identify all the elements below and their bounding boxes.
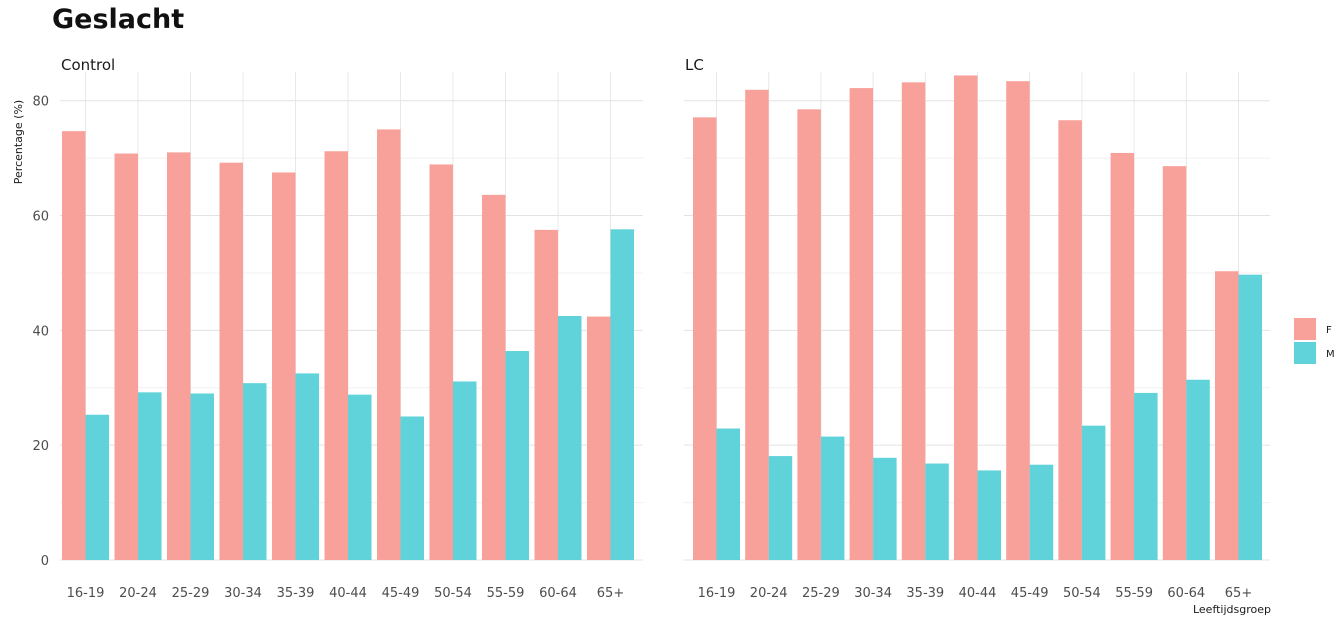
bar-lc-m-65+: [1238, 274, 1262, 560]
bar-lc-m-20-24: [768, 456, 793, 560]
panel-label-control: Control: [61, 56, 115, 74]
legend-label-f: F: [1326, 325, 1332, 336]
y-axis-label: Percentage (%): [12, 100, 25, 184]
x-tick-label: 60-64: [1167, 586, 1205, 601]
bar-control-m-16-19: [85, 414, 109, 560]
legend-label-m: M: [1326, 349, 1335, 360]
chart-title: Geslacht: [52, 4, 185, 35]
bar-lc-f-40-44: [954, 75, 978, 560]
x-tick-label: 50-54: [1063, 586, 1101, 601]
x-tick-label: 65+: [1225, 586, 1252, 601]
x-tick-label: 35-39: [906, 586, 944, 601]
bar-control-f-50-54: [429, 164, 453, 561]
x-tick-label: 16-19: [67, 586, 105, 601]
bar-lc-f-16-19: [693, 117, 717, 561]
x-tick-label: 20-24: [750, 586, 788, 601]
x-axis-label: Leeftijdsgroep: [1193, 603, 1271, 616]
panel-label-lc: LC: [685, 56, 704, 74]
x-tick-label: 45-49: [1011, 586, 1049, 601]
bar-control-f-30-34: [219, 162, 243, 561]
bar-lc-f-35-39: [901, 82, 926, 561]
y-tick-label: 80: [32, 95, 49, 110]
bar-lc-m-45-49: [1029, 464, 1054, 560]
bar-control-m-65+: [610, 229, 634, 561]
legend-key-m: [1294, 342, 1316, 364]
bar-lc-f-30-34: [849, 88, 874, 561]
x-tick-label: 55-59: [1115, 586, 1153, 601]
x-tick-label: 60-64: [539, 586, 577, 601]
x-tick-label: 45-49: [382, 586, 420, 601]
y-tick-label: 60: [32, 210, 49, 225]
x-tick-label: 35-39: [277, 586, 315, 601]
bar-control-m-50-54: [453, 381, 477, 560]
legend-key-f: [1294, 318, 1316, 340]
bar-lc-m-25-29: [820, 436, 845, 560]
y-tick-label: 0: [41, 554, 49, 569]
bar-lc-m-40-44: [977, 470, 1001, 560]
x-tick-label: 55-59: [487, 586, 525, 601]
bar-lc-f-25-29: [797, 109, 821, 560]
bar-lc-m-35-39: [925, 463, 949, 560]
bar-lc-f-50-54: [1058, 120, 1082, 560]
bar-control-f-35-39: [272, 172, 296, 560]
x-tick-label: 25-29: [172, 586, 210, 601]
bar-lc-f-65+: [1215, 271, 1239, 560]
bar-lc-f-55-59: [1110, 152, 1135, 560]
x-tick-label: 16-19: [698, 586, 736, 601]
bar-control-f-55-59: [482, 194, 506, 560]
x-tick-label: 30-34: [224, 586, 262, 601]
bar-control-f-20-24: [114, 153, 138, 560]
x-tick-label: 40-44: [959, 586, 997, 601]
y-tick-label: 40: [32, 324, 49, 339]
bar-lc-f-20-24: [745, 89, 769, 561]
bar-control-m-25-29: [190, 393, 214, 560]
x-tick-label: 30-34: [854, 586, 892, 601]
x-tick-label: 65+: [597, 586, 624, 601]
x-tick-label: 40-44: [329, 586, 367, 601]
bar-control-m-20-24: [138, 392, 162, 560]
bar-control-m-40-44: [348, 394, 372, 560]
bar-control-m-60-64: [558, 316, 582, 560]
bar-lc-m-30-34: [873, 457, 897, 560]
x-tick-label: 50-54: [434, 586, 472, 601]
x-tick-label: 25-29: [802, 586, 840, 601]
bar-control-f-16-19: [62, 131, 86, 560]
bar-control-m-35-39: [295, 373, 319, 560]
bar-lc-m-60-64: [1186, 379, 1210, 560]
bar-control-m-45-49: [400, 416, 424, 560]
bar-control-f-65+: [587, 316, 611, 560]
y-tick-label: 20: [32, 439, 49, 454]
bar-control-f-60-64: [534, 229, 558, 560]
bar-lc-f-60-64: [1162, 166, 1187, 561]
bar-control-m-30-34: [243, 383, 267, 560]
x-tick-label: 20-24: [119, 586, 157, 601]
bar-lc-f-45-49: [1006, 81, 1030, 560]
bar-control-f-25-29: [167, 152, 191, 560]
bar-lc-m-50-54: [1081, 425, 1106, 560]
bar-control-f-40-44: [324, 151, 348, 560]
bar-control-f-45-49: [377, 129, 401, 561]
bar-lc-m-55-59: [1134, 392, 1158, 560]
bar-control-m-55-59: [505, 351, 529, 560]
bar-lc-m-16-19: [716, 428, 740, 560]
